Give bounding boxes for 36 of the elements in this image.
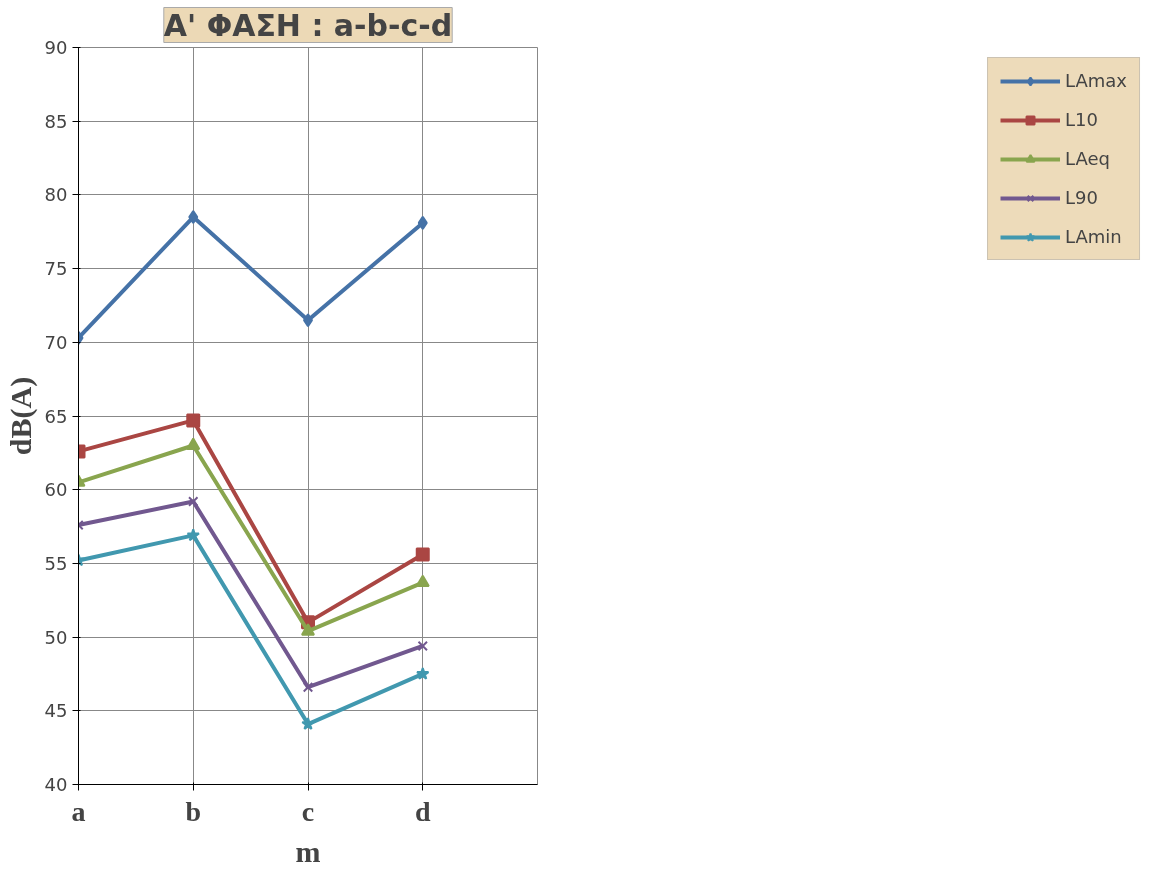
point [301,623,315,636]
x-tick-label: b [185,795,202,827]
y-axis-title: dB(A) [3,376,38,456]
chart-title: A' ΦΑΣΗ : a-b-c-d [163,7,453,43]
y-tick-label: 45 [44,700,68,722]
point [188,496,199,507]
point [417,640,428,652]
y-tick-label: 50 [44,626,68,648]
y-tick-label: 90 [44,37,68,58]
y-tick-label: 60 [44,479,68,501]
y-tick-label: 75 [44,258,68,280]
y-tick-label: 55 [44,552,68,574]
legend-label: L10 [1065,109,1098,130]
y-tick-label: 40 [44,774,68,795]
point [415,574,430,588]
x-tick-label: c [301,795,315,827]
point [417,215,428,230]
legend-label: LAmax [1065,70,1127,91]
point [186,413,201,428]
x-tick-label: d [414,795,431,827]
point [301,717,315,730]
y-tick-label: 70 [44,331,68,353]
y-tick-label: 80 [44,184,68,206]
x-tick-label: a [71,795,86,827]
x-axis-title: m [295,834,321,868]
legend-label: LAeq [1065,148,1110,169]
point [186,528,200,542]
legend-label: LAmin [1065,226,1122,247]
point [302,681,314,693]
point [186,437,201,450]
point [415,547,430,562]
point [188,210,199,225]
y-tick-label: 65 [44,405,68,427]
y-tick-label: 85 [44,110,68,132]
point [416,666,430,680]
legend-label: L90 [1065,187,1098,208]
